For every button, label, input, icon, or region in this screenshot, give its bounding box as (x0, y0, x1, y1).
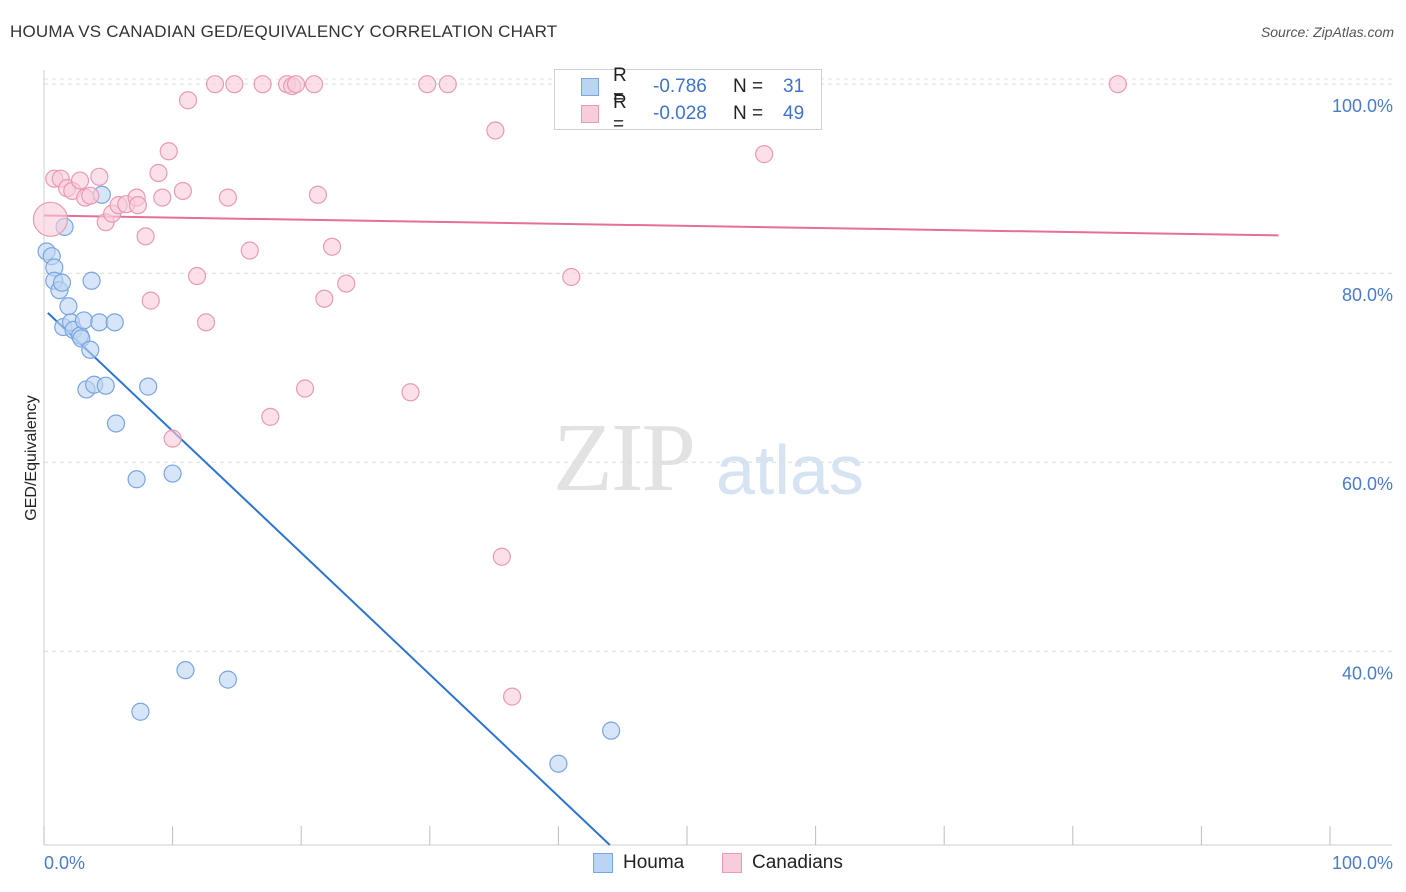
canadians-point (755, 145, 774, 164)
canadians-trend-line (43, 214, 1279, 237)
canadians-point (90, 167, 109, 186)
houma-point (52, 273, 72, 292)
canadians-point (261, 407, 280, 426)
canadians-point (315, 289, 334, 308)
legend-r-value: -0.028 (653, 102, 707, 124)
canadians-point (178, 91, 198, 110)
houma-point (127, 470, 146, 489)
legend-label-canadians: Canadians (752, 852, 843, 873)
legend-row-canadians: R = -0.028 N = 49 (581, 92, 805, 135)
canadians-point (240, 241, 259, 260)
y-tick-label: 40.0% (1342, 663, 1393, 683)
canadians-point (153, 188, 172, 207)
canadians-point (159, 142, 178, 161)
houma-point (59, 297, 78, 316)
houma-point (74, 311, 93, 330)
canadians-point (295, 379, 315, 398)
y-tick-label: 80.0% (1342, 285, 1393, 305)
legend-item-houma[interactable]: Houma (593, 852, 684, 874)
canadians-point (337, 274, 356, 293)
legend-n-value: 49 (783, 102, 805, 124)
canadians-point (173, 181, 192, 201)
canadians-point (32, 201, 69, 237)
houma-point (106, 414, 126, 433)
houma-point (163, 464, 182, 483)
legend-swatch-houma (581, 77, 599, 96)
chart-title: HOUMA VS CANADIAN GED/EQUIVALENCY CORREL… (10, 22, 558, 41)
canadians-point (225, 75, 244, 94)
canadians-point (1108, 75, 1127, 94)
stats-legend: R = -0.786 N = 31 R = -0.028 N = 49 (554, 65, 822, 135)
canadians-point (492, 547, 511, 566)
canadians-point (149, 163, 168, 183)
houma-point (81, 340, 100, 359)
legend-label-houma: Houma (623, 852, 685, 873)
canadians-point (218, 188, 237, 207)
canadians-point (304, 75, 324, 94)
canadians-point (128, 196, 147, 215)
axis-labels: 40.0% 60.0% 80.0% 100.0% 0.0% 100.0% GED/Equiv… (23, 96, 1393, 873)
legend-swatch-canadians (581, 104, 599, 123)
canadians-point (308, 185, 328, 204)
canadians-point (163, 429, 182, 448)
legend-r-label: R = (613, 91, 627, 135)
canadians-point (503, 687, 522, 706)
houma-point (139, 377, 158, 396)
canadians-point (401, 383, 420, 402)
houma-point (96, 376, 115, 395)
canadians-point (187, 266, 207, 286)
watermark-atlas: atlas (716, 431, 864, 509)
legend-n-label: N = (733, 75, 764, 97)
x-tick-label-end: 100.0% (1332, 853, 1393, 873)
axes (43, 70, 1392, 846)
canadians-point (196, 313, 216, 332)
trend-lines (43, 214, 1279, 846)
canadians-point (562, 267, 581, 287)
canadians-point (205, 75, 225, 94)
canadians-point (141, 291, 160, 310)
canadians-point (70, 171, 90, 190)
legend-swatch-houma (593, 853, 613, 873)
source-label: Source: ZipAtlas.com (1260, 24, 1394, 40)
houma-point (82, 271, 101, 290)
legend-n-value: 31 (783, 75, 805, 97)
houma-point (105, 313, 124, 332)
legend-swatch-canadians (722, 853, 742, 873)
grid-lines (44, 78, 1392, 652)
houma-point (602, 721, 621, 740)
y-axis-title: GED/Equivalency (23, 395, 40, 520)
x-tick-label-start: 0.0% (44, 853, 85, 873)
series-legend: Houma Canadians (0, 852, 1406, 876)
y-tick-label: 60.0% (1342, 474, 1393, 494)
watermark-zip: ZIP (553, 404, 696, 512)
houma-point (218, 670, 237, 689)
legend-row-houma: R = -0.786 N = 31 (581, 65, 805, 108)
legend-item-canadians[interactable]: Canadians (722, 852, 843, 874)
houma-point (176, 661, 195, 680)
y-tick-label: 100.0% (1332, 96, 1393, 116)
canadians-point (286, 75, 306, 94)
legend-r-value: -0.786 (653, 75, 707, 97)
canadians-point (322, 237, 342, 256)
data-points (32, 75, 1127, 773)
canadians-point (81, 186, 100, 205)
houma-point (549, 754, 568, 773)
houma-point (90, 313, 109, 332)
legend-r-label: R = (613, 64, 627, 108)
houma-trend-line (47, 312, 611, 846)
houma-point (131, 702, 150, 721)
canadians-point (418, 75, 437, 94)
legend-n-label: N = (733, 102, 764, 124)
canadians-point (486, 121, 505, 140)
canadians-point (438, 75, 457, 94)
canadians-point (253, 75, 272, 94)
canadians-point (136, 227, 155, 246)
